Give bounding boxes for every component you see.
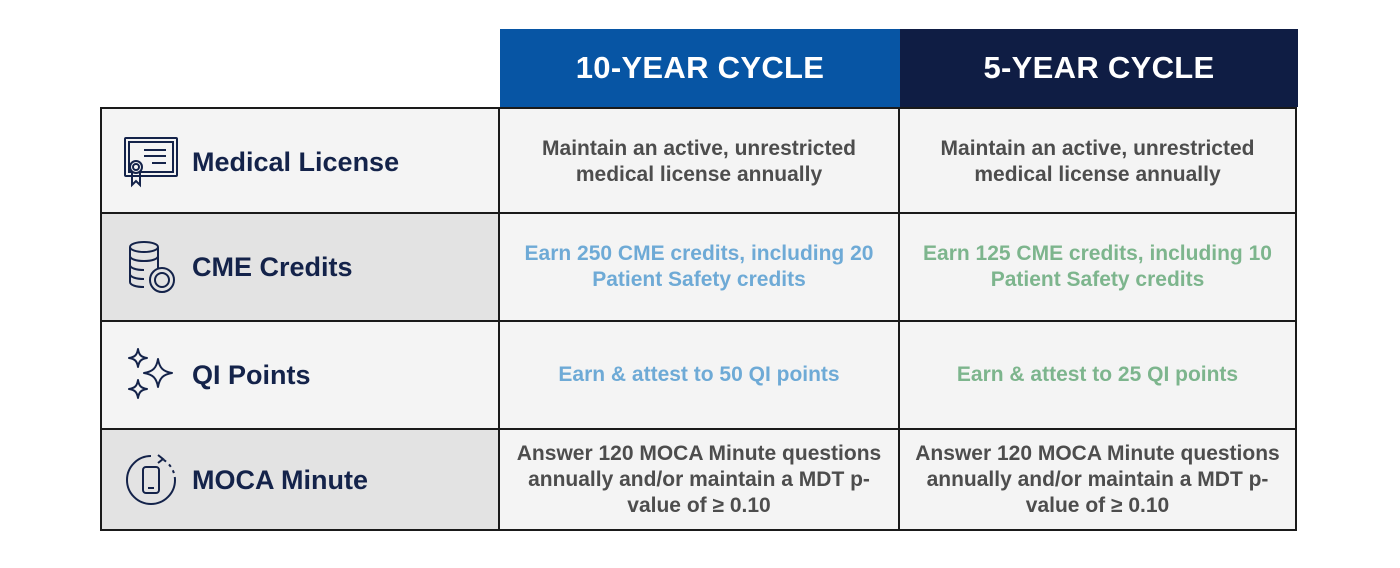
row-label: CME Credits xyxy=(192,252,353,282)
mobile-timer-icon xyxy=(122,451,180,509)
row-label-cell: Medical License xyxy=(102,109,500,214)
row-label-cell: QI Points xyxy=(102,322,500,428)
ten-year-requirement: Answer 120 MOCA Minute questions annuall… xyxy=(500,430,900,529)
row-label: Medical License xyxy=(192,146,400,177)
five-year-requirement: Earn 125 CME credits, including 10 Patie… xyxy=(900,214,1295,320)
five-year-cycle-header: 5-YEAR CYCLE xyxy=(900,29,1298,107)
table-row-qi-points: QI Points Earn & attest to 50 QI points … xyxy=(102,320,1295,428)
row-label-cell: MOCA Minute xyxy=(102,430,500,529)
table-row-cme-credits: CME Credits Earn 250 CME credits, includ… xyxy=(102,212,1295,320)
certificate-icon xyxy=(122,133,180,191)
coins-icon xyxy=(122,238,180,296)
ten-year-requirement: Earn 250 CME credits, including 20 Patie… xyxy=(500,214,900,320)
ten-year-requirement: Earn & attest to 50 QI points xyxy=(500,322,900,428)
requirements-table: Medical License Maintain an active, unre… xyxy=(100,107,1297,531)
table-row-moca-minute: MOCA Minute Answer 120 MOCA Minute quest… xyxy=(102,428,1295,529)
ten-year-requirement: Maintain an active, unrestricted medical… xyxy=(500,109,900,214)
five-year-requirement: Answer 120 MOCA Minute questions annuall… xyxy=(900,430,1295,529)
sparkles-icon xyxy=(122,346,180,404)
five-year-requirement: Earn & attest to 25 QI points xyxy=(900,322,1295,428)
row-label: MOCA Minute xyxy=(192,464,368,495)
ten-year-cycle-header: 10-YEAR CYCLE xyxy=(500,29,900,107)
row-label-cell: CME Credits xyxy=(102,214,500,320)
table-row-medical-license: Medical License Maintain an active, unre… xyxy=(102,109,1295,214)
five-year-requirement: Maintain an active, unrestricted medical… xyxy=(900,109,1295,214)
row-label: QI Points xyxy=(192,360,311,390)
